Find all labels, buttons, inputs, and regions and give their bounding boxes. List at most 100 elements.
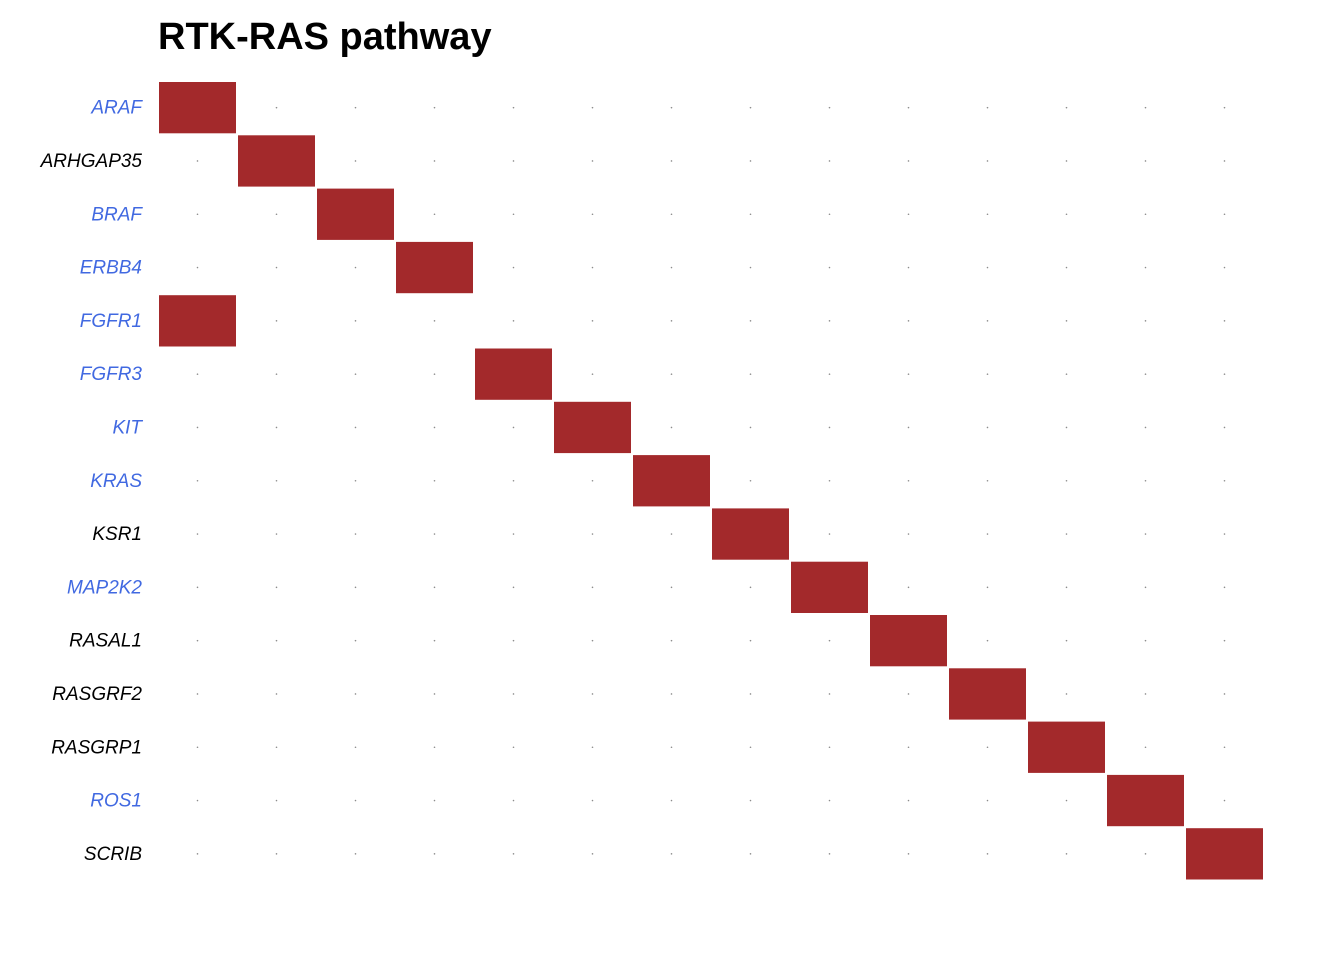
gene-label-araf: ARAF [90,98,143,119]
empty-cell-dot [1065,106,1068,109]
gene-label-ksr1: KSR1 [92,524,142,545]
empty-cell-dot [433,106,436,109]
gene-label-rasgrp1: RASGRP1 [51,737,142,758]
altered-cell-kit-6 [554,401,631,454]
empty-cell-dot [196,426,199,429]
empty-cell-dot [907,426,910,429]
empty-cell-dot [275,693,278,695]
empty-cell-dot [512,426,515,429]
empty-cell-dot [828,693,831,695]
empty-cell-dot [433,693,436,695]
empty-cell-dot [1223,799,1226,802]
gene-label-fgfr1: FGFR1 [80,311,142,332]
empty-cell-dot [670,533,673,535]
empty-cell-dot [1144,853,1147,855]
empty-cell-dot [828,373,831,375]
empty-cell-dot [986,106,989,109]
empty-cell-dot [433,320,436,322]
empty-cell-dot [828,639,831,642]
empty-cell-dot [828,160,831,162]
empty-cell-dot [275,586,278,589]
empty-cell-dot [986,799,989,802]
empty-cell-dot [1144,426,1147,429]
empty-cell-dot [907,213,910,216]
empty-cell-dot [828,479,831,482]
empty-cell-dot [433,426,436,429]
empty-cell-dot [670,586,673,589]
empty-cell-dot [433,799,436,802]
altered-cell-rasal1-10 [870,615,947,667]
empty-cell-dot [1223,373,1226,375]
empty-cell-dot [1144,160,1147,162]
empty-cell-dot [1144,693,1147,695]
empty-cell-dot [591,853,594,855]
empty-cell-dot [986,213,989,216]
empty-cell-dot [354,586,357,589]
empty-cell-dot [749,106,752,109]
empty-cell-dot [1223,320,1226,322]
empty-cell-dot [1144,746,1147,749]
empty-cell-dot [749,213,752,216]
empty-cell-dot [907,746,910,749]
empty-cell-dot [828,106,831,109]
empty-cell-dot [1065,639,1068,642]
empty-cell-dot [275,320,278,322]
empty-cell-dot [354,426,357,429]
empty-cell-dot [1223,533,1226,535]
empty-cell-dot [591,533,594,535]
empty-cell-dot [512,799,515,802]
empty-cell-dot [433,853,436,855]
empty-cell-dot [512,693,515,695]
empty-cell-dot [1144,479,1147,482]
altered-cell-fgfr1-1 [159,295,236,347]
empty-cell-dot [196,853,199,855]
empty-cell-dot [591,746,594,749]
chart-title: RTK-RAS pathway [158,16,492,58]
empty-cell-dot [512,533,515,535]
empty-cell-dot [1223,746,1226,749]
empty-cell-dot [196,266,199,269]
empty-cell-dot [512,213,515,216]
altered-cell-arhgap35-2 [238,135,315,187]
empty-cell-dot [354,533,357,535]
empty-cell-dot [670,213,673,216]
empty-cell-dot [196,533,199,535]
empty-cell-dot [275,746,278,749]
empty-cell-dot [907,799,910,802]
empty-cell-dot [749,160,752,162]
empty-cell-dot [196,160,199,162]
empty-cell-dot [670,746,673,749]
empty-cell-dot [907,373,910,375]
empty-cell-dot [986,639,989,642]
empty-cell-markers [196,106,1226,855]
gene-label-arhgap35: ARHGAP35 [40,151,143,172]
empty-cell-dot [591,213,594,216]
gene-label-braf: BRAF [91,204,143,225]
altered-cell-fgfr3-5 [475,348,552,400]
empty-cell-dot [1144,639,1147,642]
empty-cell-dot [828,213,831,216]
empty-cell-dot [828,799,831,802]
empty-cell-dot [275,266,278,269]
empty-cell-dot [828,746,831,749]
altered-cell-kras-7 [633,455,710,507]
empty-cell-dot [196,479,199,482]
empty-cell-dot [828,426,831,429]
altered-cell-map2k2-9 [791,561,868,613]
empty-cell-dot [1065,479,1068,482]
empty-cell-dot [1065,799,1068,802]
empty-cell-dot [275,373,278,375]
gene-label-rasgrf2: RASGRF2 [52,684,142,705]
empty-cell-dot [907,106,910,109]
empty-cell-dot [670,320,673,322]
empty-cell-dot [275,853,278,855]
empty-cell-dot [1065,213,1068,216]
empty-cell-dot [670,639,673,642]
empty-cell-dot [512,320,515,322]
empty-cell-dot [1065,426,1068,429]
empty-cell-dot [749,266,752,269]
empty-cell-dot [1223,426,1226,429]
empty-cell-dot [354,693,357,695]
altered-cells [159,82,1263,880]
empty-cell-dot [1144,106,1147,109]
